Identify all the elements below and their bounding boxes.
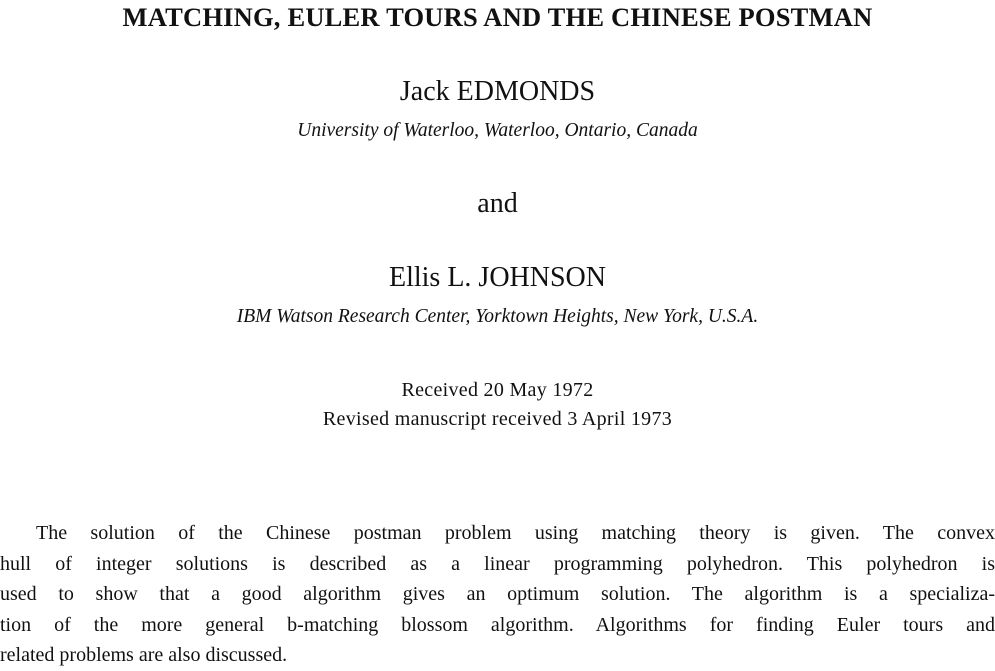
author-conjunction: and bbox=[477, 188, 518, 219]
abstract-line: related problems are also discussed. bbox=[0, 644, 288, 666]
author-name-edmonds: Jack EDMONDS bbox=[399, 76, 596, 107]
abstract-line: The solution of the Chinese postman prob… bbox=[36, 522, 995, 544]
author-affiliation-edmonds: University of Waterloo, Waterloo, Ontari… bbox=[297, 120, 698, 141]
abstract-line: used to show that a good algorithm gives… bbox=[0, 583, 995, 605]
author-name-johnson: Ellis L. JOHNSON bbox=[388, 262, 606, 293]
abstract-line: tion of the more general b-matching blos… bbox=[0, 613, 995, 636]
revised-date: Revised manuscript received 3 April 1973 bbox=[322, 408, 673, 430]
abstract-line: hull of integer solutions is described a… bbox=[0, 552, 995, 575]
author-affiliation-johnson: IBM Watson Research Center, Yorktown Hei… bbox=[236, 306, 759, 327]
abstract: The solution of the Chinese postman prob… bbox=[0, 518, 995, 671]
received-date: Received 20 May 1972 bbox=[401, 379, 594, 401]
paper-title: MATCHING, EULER TOURS AND THE CHINESE PO… bbox=[122, 2, 873, 32]
